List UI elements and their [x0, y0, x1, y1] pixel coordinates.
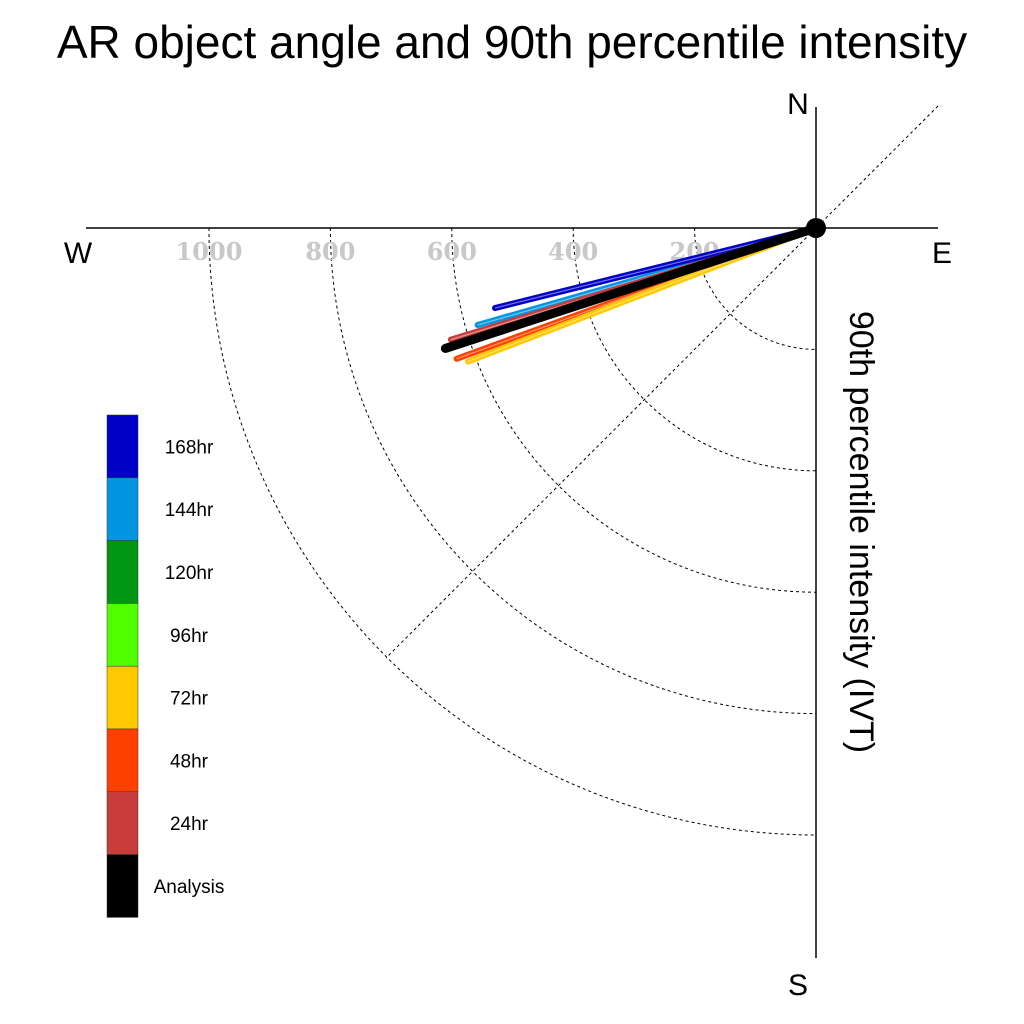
legend-swatch-48hr: [106, 728, 139, 793]
legend-swatch-96hr: [106, 603, 139, 667]
grid-arc-200: [694, 227, 817, 350]
legend-label-144hr: 144hr: [165, 500, 214, 521]
legend-swatch-168hr: [106, 414, 139, 479]
compass-south-label: S: [788, 969, 808, 1002]
legend-swatch-120hr: [106, 540, 139, 604]
compass-north-label: N: [787, 88, 809, 121]
vector-line-analysis: [440, 223, 821, 353]
legend-label-48hr: 48hr: [170, 751, 209, 772]
legend: 168hr 144hr 120hr 96hr 72hr 48hr 24hr Analysis: [106, 414, 225, 918]
origin-marker: [806, 218, 826, 238]
legend-label-analysis: Analysis: [154, 877, 225, 898]
grid-arc-1000: [208, 227, 817, 836]
legend-label-96hr: 96hr: [170, 626, 209, 647]
legend-label-120hr: 120hr: [165, 563, 214, 584]
tick-label-600: 600: [427, 237, 477, 266]
tick-label-800: 800: [305, 237, 355, 266]
legend-swatch-72hr: [106, 665, 139, 730]
vector-lines: [440, 223, 821, 365]
grid-arc-800: [329, 227, 817, 715]
compass-east-label: E: [932, 237, 952, 270]
legend-label-72hr: 72hr: [170, 689, 209, 710]
grid-arc-600: [451, 227, 817, 593]
legend-label-24hr: 24hr: [170, 814, 209, 835]
legend-swatch-144hr: [106, 477, 139, 541]
legend-label-168hr: 168hr: [165, 437, 214, 458]
legend-swatch-24hr: [106, 791, 139, 855]
tick-label-1000: 1000: [176, 237, 243, 266]
legend-swatch-analysis: [106, 854, 139, 918]
grid-diagonal: [385, 105, 939, 659]
tick-label-400: 400: [548, 237, 598, 266]
radial-axis-label: 90th percentile intensity (IVT): [842, 311, 880, 753]
grid-arc-400: [572, 227, 817, 472]
chart-title: AR object angle and 90th percentile inte…: [57, 16, 967, 68]
compass-west-label: W: [64, 237, 93, 270]
polar-grid: [208, 105, 939, 836]
